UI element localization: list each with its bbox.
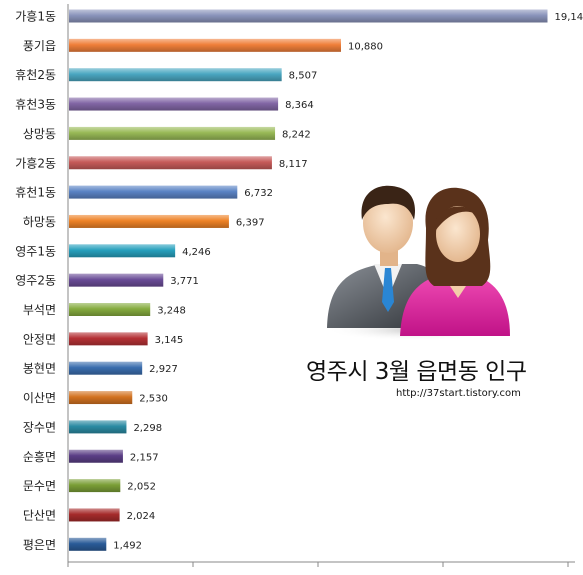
category-label: 부석면 xyxy=(23,303,56,317)
category-label: 영주2동 xyxy=(15,274,56,288)
value-label: 2,157 xyxy=(130,452,159,463)
value-label: 2,927 xyxy=(149,364,178,375)
category-label: 평은면 xyxy=(23,538,56,552)
bar-15 xyxy=(69,420,127,434)
category-label: 가흥1동 xyxy=(15,10,56,24)
value-label: 8,364 xyxy=(285,100,314,111)
bar-5 xyxy=(69,126,276,140)
value-label: 2,024 xyxy=(127,511,156,522)
bar-18 xyxy=(69,508,120,522)
category-label: 단산면 xyxy=(23,508,56,522)
category-label: 상망동 xyxy=(23,127,56,141)
category-label: 장수면 xyxy=(23,420,56,434)
bar-10 xyxy=(69,273,164,287)
value-label: 8,242 xyxy=(282,129,311,140)
value-label: 19,140 xyxy=(555,12,583,23)
bar-2 xyxy=(69,38,341,52)
category-label: 휴천1동 xyxy=(15,185,56,200)
category-label: 문수면 xyxy=(23,479,56,493)
category-label: 휴천2동 xyxy=(15,67,56,82)
bar-3 xyxy=(69,68,282,82)
value-label: 3,248 xyxy=(157,306,186,317)
value-label: 1,492 xyxy=(113,540,142,551)
category-label: 순흥면 xyxy=(23,450,56,464)
value-label: 2,298 xyxy=(133,423,162,434)
category-label: 이산면 xyxy=(23,391,56,405)
value-label: 3,145 xyxy=(155,335,184,346)
category-label: 풍기읍 xyxy=(23,39,56,53)
bar-16 xyxy=(69,449,123,463)
category-label: 휴천3동 xyxy=(15,97,56,112)
bar-17 xyxy=(69,479,121,493)
chart-title: 영주시 3월 읍면동 인구 xyxy=(306,359,527,385)
bar-12 xyxy=(69,332,148,346)
value-label: 3,771 xyxy=(170,276,199,287)
category-label: 봉현면 xyxy=(23,362,56,376)
source-url: http://37start.tistory.com xyxy=(396,388,521,399)
category-label: 안정면 xyxy=(23,332,56,346)
bar-7 xyxy=(69,185,238,199)
bar-6 xyxy=(69,156,272,170)
value-label: 2,052 xyxy=(127,482,156,493)
bar-8 xyxy=(69,214,229,228)
value-label: 2,530 xyxy=(139,394,168,405)
value-label: 4,246 xyxy=(182,247,211,258)
bar-19 xyxy=(69,537,107,551)
bar-14 xyxy=(69,391,133,405)
category-label: 하망동 xyxy=(23,215,56,229)
value-label: 10,880 xyxy=(348,41,383,52)
category-label: 영주1동 xyxy=(15,244,56,258)
bar-4 xyxy=(69,97,279,111)
value-label: 8,117 xyxy=(279,159,308,170)
value-label: 6,732 xyxy=(244,188,273,199)
bar-11 xyxy=(69,303,151,316)
value-label: 8,507 xyxy=(289,71,318,82)
bar-1 xyxy=(69,9,548,23)
category-label: 가흥2동 xyxy=(15,156,56,170)
bar-9 xyxy=(69,244,176,258)
bar-13 xyxy=(69,361,143,375)
value-label: 6,397 xyxy=(236,217,265,228)
people-icon xyxy=(325,185,510,341)
